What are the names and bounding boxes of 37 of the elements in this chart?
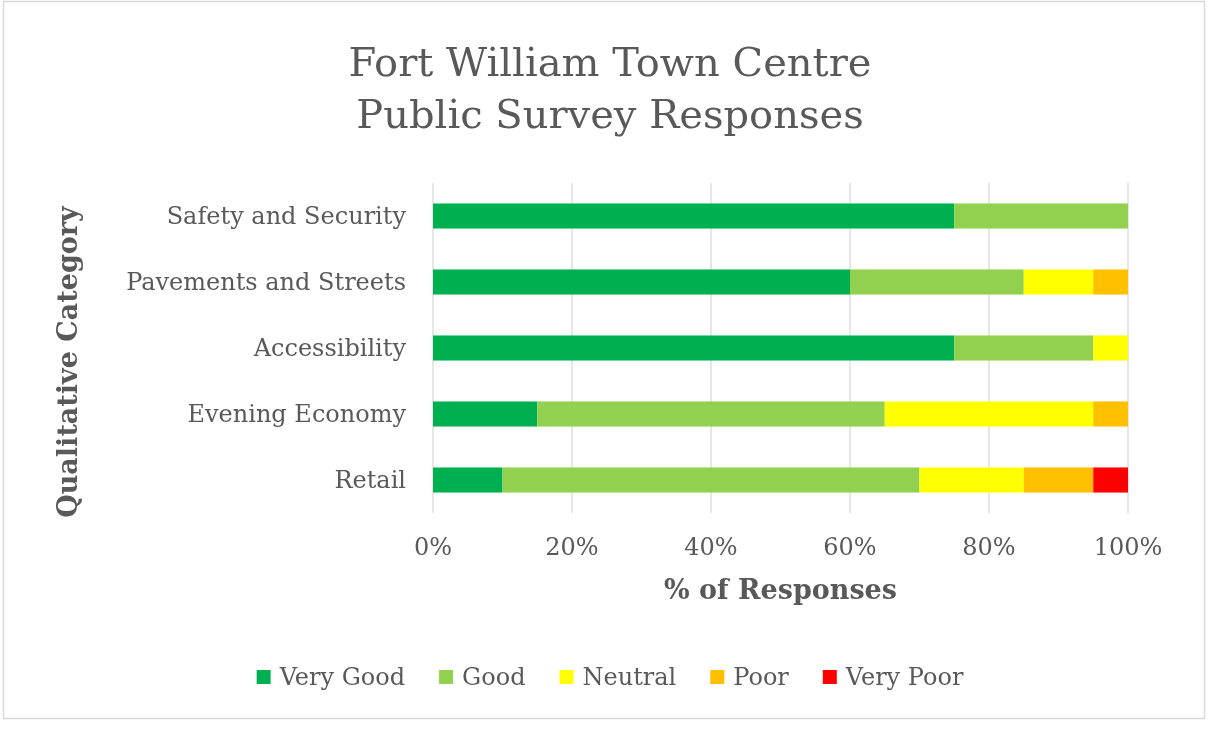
legend-label: Very Good: [278, 663, 406, 692]
x-tick-label: 80%: [962, 533, 1016, 561]
legend-label: Very Poor: [844, 663, 964, 692]
bar: [502, 467, 920, 493]
bar: [919, 467, 1024, 493]
bar: [1093, 401, 1128, 427]
y-tick-label: Retail: [334, 466, 406, 495]
legend-label: Good: [462, 663, 526, 692]
bar: [433, 203, 955, 229]
x-tick-label: 100%: [1093, 533, 1163, 561]
bar: [433, 335, 955, 361]
x-axis-title: % of Responses: [664, 574, 897, 605]
bar: [954, 335, 1094, 361]
x-tick-label: 0%: [413, 533, 453, 561]
y-tick-label: Pavements and Streets: [126, 268, 406, 297]
bar: [1093, 269, 1128, 295]
bar: [1093, 467, 1128, 493]
bar: [954, 203, 1128, 229]
bar: [537, 401, 885, 427]
x-tick-label: 40%: [684, 533, 738, 561]
legend-label: Neutral: [582, 663, 677, 692]
bar: [1093, 335, 1128, 361]
y-tick-label: Evening Economy: [187, 400, 407, 429]
bar: [433, 467, 503, 493]
bar: [1023, 467, 1094, 493]
legend-label: Poor: [733, 663, 790, 692]
bar: [1023, 269, 1094, 295]
bar: [433, 269, 850, 295]
chart-title: Fort William Town Centre Public Survey Responses: [348, 39, 872, 137]
x-tick-label: 60%: [823, 533, 877, 561]
bar: [433, 401, 538, 427]
x-tick-label: 20%: [545, 533, 599, 561]
y-tick-label: Accessibility: [252, 334, 407, 363]
y-tick-label: Safety and Security: [166, 202, 407, 231]
bar: [884, 401, 1094, 427]
bar: [850, 269, 1024, 295]
y-axis-title: Qualitative Category: [52, 204, 83, 518]
